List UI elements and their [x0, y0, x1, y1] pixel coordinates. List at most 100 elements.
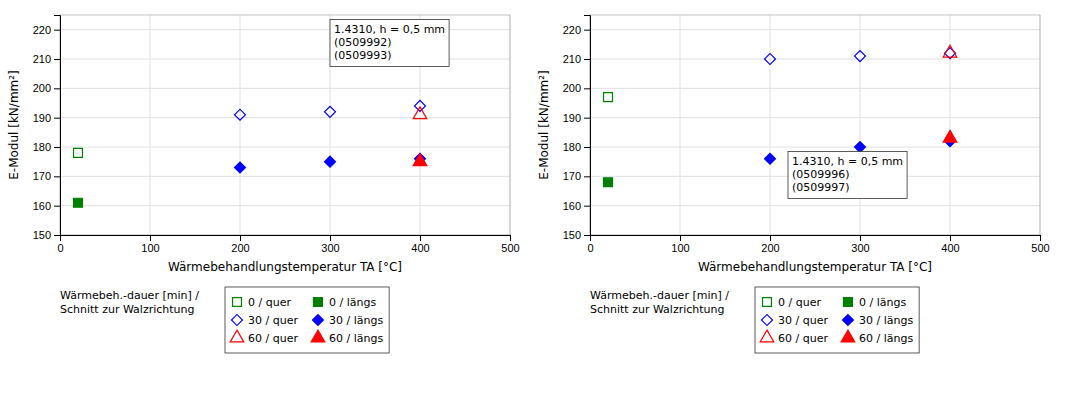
legend-item: 30 / längs [842, 314, 913, 327]
legend-item: 0 / längs [843, 296, 906, 309]
grid-line-y [590, 59, 1040, 60]
point [943, 130, 957, 142]
y-tick-label: 180 [33, 141, 51, 153]
series [413, 154, 427, 166]
y-tick-mark [584, 88, 590, 89]
x-tick-mark [420, 235, 421, 241]
point [943, 45, 957, 57]
y-tick-label: 210 [33, 53, 51, 65]
legend-item: 60 / quer [230, 330, 298, 345]
legend-symbol [313, 298, 322, 307]
legend-title: Wärmebeh.-dauer [min] /Schnitt zur Walzr… [590, 289, 729, 316]
series [74, 148, 83, 157]
point [325, 106, 336, 117]
legend-item: 30 / quer [762, 314, 829, 327]
legend-item: 60 / quer [760, 330, 828, 345]
plot-frame [590, 15, 1040, 235]
legend-item: 0 / quer [233, 296, 292, 309]
y-tick-mark [54, 176, 60, 177]
y-tick-mark [584, 118, 590, 119]
legend-title: Wärmebeh.-dauer [min] /Schnitt zur Walzr… [60, 289, 199, 316]
x-tick-label: 0 [587, 242, 593, 254]
legend-symbol [230, 330, 244, 342]
y-tick-mark [54, 235, 60, 236]
x-tick-label: 400 [941, 242, 959, 254]
x-tick-label: 100 [141, 242, 159, 254]
y-axis: 150160170180190200210220 [33, 16, 61, 242]
series [74, 198, 83, 207]
plot-frame [60, 15, 510, 235]
point [74, 198, 83, 207]
y-tick-mark [54, 88, 60, 89]
y-tick-label: 180 [563, 141, 581, 153]
annotation: 1.4310, h = 0,5 mm(0509996)(0509997) [788, 151, 907, 198]
point [855, 51, 866, 62]
y-tick-label: 190 [563, 112, 581, 124]
y-tick: 160 [33, 200, 60, 212]
grid [590, 15, 1040, 235]
legend-item: 60 / längs [841, 330, 913, 345]
y-tick-mark [584, 59, 590, 60]
y-tick: 200 [33, 82, 60, 94]
legend-label: 60 / quer [248, 332, 298, 345]
x-axis-line [61, 236, 511, 242]
legend-symbol [311, 330, 325, 342]
grid [60, 15, 510, 235]
annotation-box [788, 151, 907, 198]
x-tick-label: 400 [411, 242, 429, 254]
grid-line-y [590, 205, 1040, 206]
y-tick-label: 150 [33, 229, 51, 241]
x-tick-mark [330, 235, 331, 241]
y-tick: 210 [563, 53, 590, 65]
x-tick-label: 500 [1031, 242, 1049, 254]
annotation-text: 1.4310, h = 0,5 mm(0509996)(0509997) [792, 155, 903, 194]
y-tick: 150 [563, 229, 590, 241]
legend-symbol [760, 330, 774, 342]
point [765, 54, 776, 65]
x-tick-mark [950, 235, 951, 241]
grid-line-y [60, 88, 510, 89]
legend-symbol [233, 298, 242, 307]
grid-line-x [860, 15, 861, 235]
panel: 0100200300400500150160170180190200210220… [537, 15, 1050, 353]
y-tick-label: 170 [33, 170, 51, 182]
point [765, 153, 776, 164]
legend-symbol [763, 298, 772, 307]
legend: 0 / quer 0 / längs 30 / quer 30 / längs 60 /… [755, 287, 919, 353]
series [943, 45, 957, 57]
point [325, 156, 336, 167]
x-tick: 0 [587, 235, 593, 254]
y-tick-mark [54, 206, 60, 207]
legend-label: 30 / längs [329, 314, 383, 327]
figure: 0 100 200 300 400 500 150 160 170 180 190 200 210 220… [0, 0, 1080, 400]
x-tick: 400 [941, 235, 959, 254]
y-tick-label: 210 [563, 53, 581, 65]
x-tick-mark [150, 235, 151, 241]
x-tick-label: 100 [671, 242, 689, 254]
legend-label: 30 / quer [778, 314, 828, 327]
x-tick-label: 300 [321, 242, 339, 254]
x-tick-mark [240, 235, 241, 241]
legend-label: 60 / längs [329, 332, 383, 345]
points [74, 100, 427, 207]
x-tick-label: 0 [57, 242, 63, 254]
y-axis-title: E-Modul [kN/mm²] [7, 70, 21, 180]
legend-label: 0 / längs [329, 296, 376, 309]
y-tick-label: 190 [33, 112, 51, 124]
x-axis: 0100200300400500 [587, 235, 1049, 254]
y-tick-label: 220 [563, 24, 581, 36]
y-tick-label: 160 [563, 200, 581, 212]
annotation-box [330, 19, 449, 66]
grid-line-y [60, 117, 510, 118]
x-tick-label: 500 [501, 242, 519, 254]
grid-line-y [590, 88, 1040, 89]
series [943, 130, 957, 142]
panel: 0100200300400500150160170180190200210220… [7, 15, 520, 353]
legend-symbol [842, 315, 853, 326]
y-tick: 180 [563, 141, 590, 153]
y-tick-mark [54, 30, 60, 31]
y-tick: 200 [563, 82, 590, 94]
y-tick: 170 [563, 170, 590, 182]
series [235, 153, 426, 173]
legend-label: 0 / quer [778, 296, 821, 309]
